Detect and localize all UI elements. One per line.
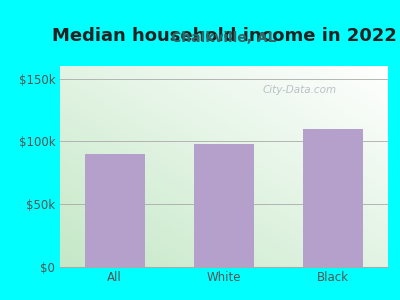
Title: Median household income in 2022: Median household income in 2022 bbox=[52, 27, 396, 45]
Bar bbox=[194, 144, 254, 267]
Text: City-Data.com: City-Data.com bbox=[262, 85, 336, 95]
Bar bbox=[85, 154, 145, 267]
Text: Chalkville, AL: Chalkville, AL bbox=[171, 32, 277, 46]
Bar bbox=[303, 129, 364, 267]
